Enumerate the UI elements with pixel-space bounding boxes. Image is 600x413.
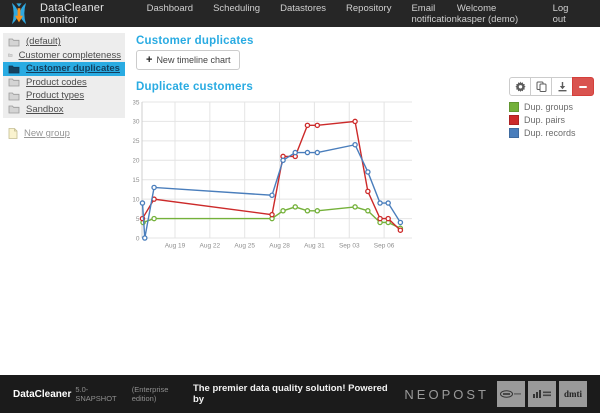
svg-text:20: 20 [133, 158, 140, 165]
human-inference-logo[interactable] [528, 381, 556, 407]
sidebar-item-customer-duplicates[interactable]: Customer duplicates [3, 62, 125, 76]
legend-swatch-red [509, 114, 519, 125]
app-title[interactable]: DataCleaner monitor [40, 1, 104, 26]
legend-item-dup-groups: Dup. groups [509, 100, 576, 113]
sidebar-item-default[interactable]: (default) [3, 35, 125, 49]
new-page-icon [8, 128, 18, 139]
nav-repository[interactable]: Repository [346, 2, 392, 14]
folder-open-icon [8, 65, 20, 74]
gear-icon [514, 81, 526, 92]
chart-title: Duplicate customers [136, 81, 253, 93]
chart-toolbar [509, 77, 594, 96]
plus-icon: + [146, 54, 153, 66]
chart-settings-button[interactable] [509, 77, 531, 96]
svg-text:30: 30 [133, 119, 140, 126]
legend-item-dup-pairs: Dup. pairs [509, 113, 576, 126]
svg-text:10: 10 [133, 196, 140, 203]
svg-text:Sep 03: Sep 03 [339, 243, 360, 250]
top-navigation: Dashboard Scheduling Datastores Reposito… [147, 3, 457, 25]
nav-dashboard[interactable]: Dashboard [146, 2, 194, 14]
copy-icon [536, 81, 546, 92]
footer-version: 5.0-SNAPSHOT [75, 385, 117, 403]
svg-text:35: 35 [133, 99, 140, 106]
footer: DataCleaner 5.0-SNAPSHOT (Enterprise edi… [0, 375, 600, 413]
svg-text:15: 15 [133, 177, 140, 184]
datacleaner-logo-icon [11, 2, 27, 25]
footer-edition: (Enterprise edition) [131, 385, 169, 403]
legend-item-dup-records: Dup. records [509, 126, 576, 139]
footer-product-name: DataCleaner [13, 388, 72, 400]
chart-download-button[interactable] [551, 77, 573, 96]
neopost-logo[interactable]: NEOPOST [404, 386, 489, 402]
svg-text:Aug 19: Aug 19 [165, 243, 186, 250]
folder-icon [8, 105, 20, 114]
group-list: (default) Customer completeness Customer… [3, 33, 125, 118]
sidebar-item-product-codes[interactable]: Product codes [3, 76, 125, 90]
chart-legend: Dup. groups Dup. pairs Dup. records [509, 100, 576, 139]
new-timeline-chart-button[interactable]: + New timeline chart [136, 50, 241, 70]
svg-text:0: 0 [136, 235, 140, 242]
download-icon [558, 82, 566, 92]
nav-datastores[interactable]: Datastores [280, 2, 327, 14]
welcome-user-link[interactable]: Welcome kasper (demo) [456, 2, 519, 25]
sidebar-item-sandbox[interactable]: Sandbox [3, 103, 125, 117]
nav-email-notification[interactable]: Email notification [411, 2, 457, 25]
minus-icon [579, 85, 587, 88]
legend-swatch-green [509, 101, 519, 112]
svg-text:Aug 28: Aug 28 [269, 243, 290, 250]
logout-link[interactable]: Log out [552, 2, 569, 25]
sidebar-item-customer-completeness[interactable]: Customer completeness [3, 49, 125, 63]
dmti-logo[interactable]: dmti [559, 381, 587, 407]
folder-icon [8, 38, 20, 47]
partner-logos: dmti [497, 381, 587, 407]
sidebar-item-product-types[interactable]: Product types [3, 89, 125, 103]
duplicate-customers-chart[interactable]: 0 5 10 15 20 25 30 35 Aug 19 Aug 22 Aug 25 Aug 28 Au… [132, 93, 423, 263]
sidebar: (default) Customer completeness Customer… [3, 33, 125, 141]
nav-scheduling[interactable]: Scheduling [213, 2, 261, 14]
satori-logo[interactable] [497, 381, 525, 407]
svg-text:25: 25 [133, 138, 140, 145]
folder-icon [8, 78, 20, 87]
svg-text:Aug 22: Aug 22 [200, 243, 221, 250]
legend-swatch-blue [509, 127, 519, 138]
chart-remove-button[interactable] [572, 77, 594, 96]
folder-icon [8, 92, 20, 101]
svg-text:Aug 31: Aug 31 [304, 243, 325, 250]
footer-tagline: The premier data quality solution! Power… [192, 383, 388, 405]
svg-text:Aug 25: Aug 25 [234, 243, 255, 250]
svg-text:5: 5 [136, 216, 140, 223]
folder-icon [8, 53, 13, 57]
svg-text:Sep 06: Sep 06 [374, 243, 395, 250]
page-title: Customer duplicates [136, 35, 254, 47]
new-group-button[interactable]: New group [3, 124, 125, 141]
chart-copy-button[interactable] [530, 77, 552, 96]
topbar: DataCleaner monitor Dashboard Scheduling… [0, 0, 600, 27]
